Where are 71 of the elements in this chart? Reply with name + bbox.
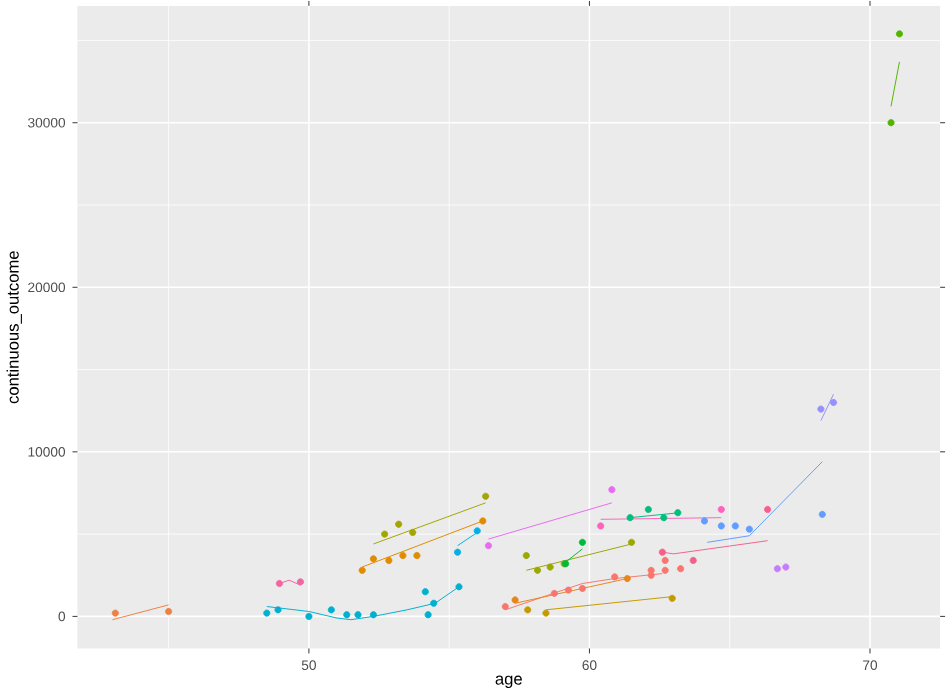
point — [597, 522, 605, 530]
point — [895, 30, 903, 38]
point — [611, 573, 619, 581]
point — [677, 565, 685, 573]
point — [381, 530, 389, 538]
point — [689, 557, 697, 565]
point — [358, 566, 366, 574]
point — [399, 552, 407, 560]
point — [700, 517, 708, 525]
point — [782, 563, 790, 571]
point — [818, 511, 826, 519]
point — [644, 506, 652, 514]
point — [413, 552, 421, 560]
point — [578, 538, 586, 547]
point — [542, 609, 550, 617]
point — [608, 486, 616, 494]
point — [305, 613, 313, 621]
point — [550, 590, 558, 598]
point — [745, 525, 753, 533]
point — [296, 578, 304, 586]
point — [578, 585, 586, 593]
point — [275, 580, 283, 588]
point — [524, 606, 532, 614]
point — [479, 517, 487, 525]
point — [717, 506, 725, 514]
point — [534, 566, 542, 574]
point — [773, 565, 781, 573]
point — [369, 555, 377, 563]
point — [658, 548, 666, 556]
point — [343, 611, 351, 619]
point — [511, 596, 519, 604]
point — [668, 594, 676, 602]
point — [263, 609, 271, 617]
point — [564, 586, 572, 594]
point — [165, 608, 173, 616]
point — [111, 609, 119, 617]
point — [660, 514, 668, 522]
point — [473, 527, 481, 535]
point — [628, 538, 636, 547]
point — [887, 119, 895, 127]
point — [817, 405, 825, 413]
point — [327, 606, 335, 614]
point — [647, 566, 655, 574]
point — [661, 566, 669, 574]
point — [661, 557, 669, 565]
point — [385, 557, 393, 565]
point — [369, 611, 377, 619]
point — [421, 588, 429, 596]
point — [454, 548, 462, 556]
point — [501, 603, 509, 611]
point — [424, 611, 432, 619]
point — [409, 529, 417, 537]
point — [522, 552, 530, 560]
point — [455, 583, 463, 591]
point — [830, 399, 838, 407]
point — [546, 563, 554, 571]
point — [430, 599, 438, 607]
point — [626, 514, 634, 522]
point — [674, 509, 682, 517]
point — [395, 520, 403, 528]
point — [354, 611, 362, 619]
y-axis-title: continuous_outcome — [6, 251, 22, 404]
point — [482, 492, 490, 500]
point — [647, 571, 655, 579]
point — [274, 606, 282, 614]
point — [484, 542, 492, 550]
x-axis-title: age — [495, 675, 522, 689]
point — [764, 506, 772, 514]
point — [623, 575, 631, 583]
point — [717, 522, 725, 530]
point — [731, 522, 739, 530]
